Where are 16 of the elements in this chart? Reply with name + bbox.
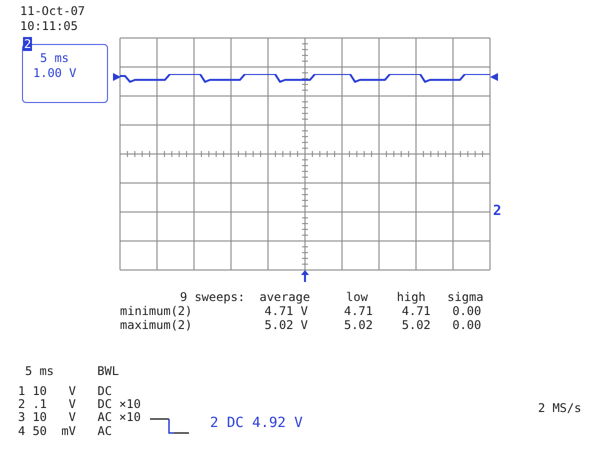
text: 10:11:05 — [20, 19, 78, 33]
text: maximum(2) 5.02 V 5.02 5.02 0.00 — [120, 318, 482, 332]
text: 9 sweeps: average low high sigma — [180, 290, 484, 304]
text: 1.00 V — [33, 66, 76, 80]
text: 3 10 V AC ×10 — [18, 410, 141, 424]
text: 2 — [23, 37, 32, 51]
text: 5 ms — [40, 51, 69, 65]
text: 4 50 mV AC — [18, 424, 112, 438]
text: 2 DC 4.92 V — [210, 415, 303, 431]
text: minimum(2) 4.71 V 4.71 4.71 0.00 — [120, 304, 482, 318]
text: 2 — [493, 203, 502, 219]
text: 1 10 V DC — [18, 384, 112, 398]
text: 5 ms BWL — [25, 364, 119, 378]
text: 11-Oct-07 — [20, 4, 86, 18]
text: 2 .1 V DC ×10 — [18, 397, 141, 411]
text: 2 MS/s — [538, 401, 582, 415]
